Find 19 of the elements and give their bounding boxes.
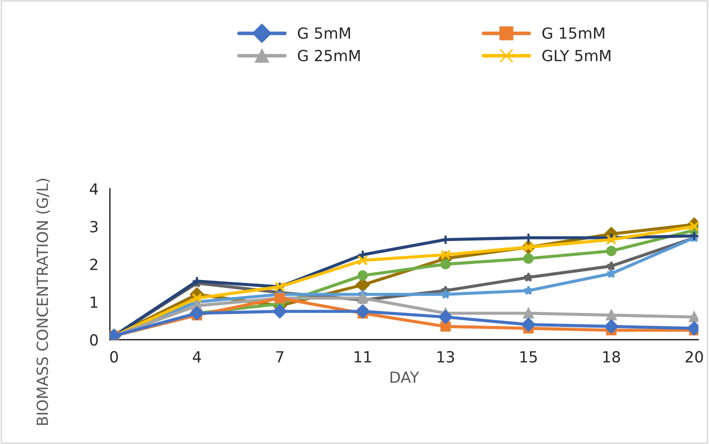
x-tick-label: 18 <box>603 351 620 363</box>
y-tick-label: 0 <box>90 334 98 346</box>
x-tick-label: 4 <box>192 351 201 362</box>
x-tick-label: 15 <box>520 351 537 363</box>
legend-label: GLY 5mM <box>542 50 610 62</box>
legend-label: G 25mM <box>298 50 360 62</box>
x-tick-label: 7 <box>276 351 284 362</box>
y-tick-label: 1 <box>90 296 98 308</box>
x-tick-label: 13 <box>438 351 454 363</box>
legend-label: G 15mM <box>542 27 604 39</box>
x-tick-label: 20 <box>686 351 703 363</box>
y-axis-title: BIOMASS CONCENTRATION (G/L) <box>36 178 50 425</box>
x-tick-label: 11 <box>354 351 371 362</box>
y-tick-label: 4 <box>90 183 98 195</box>
x-axis-title: DAY <box>390 372 420 383</box>
y-tick-label: 2 <box>90 258 98 270</box>
x-tick-label: 0 <box>110 351 118 363</box>
y-tick-label: 3 <box>90 220 98 232</box>
legend-label: G 5mM <box>298 27 350 39</box>
